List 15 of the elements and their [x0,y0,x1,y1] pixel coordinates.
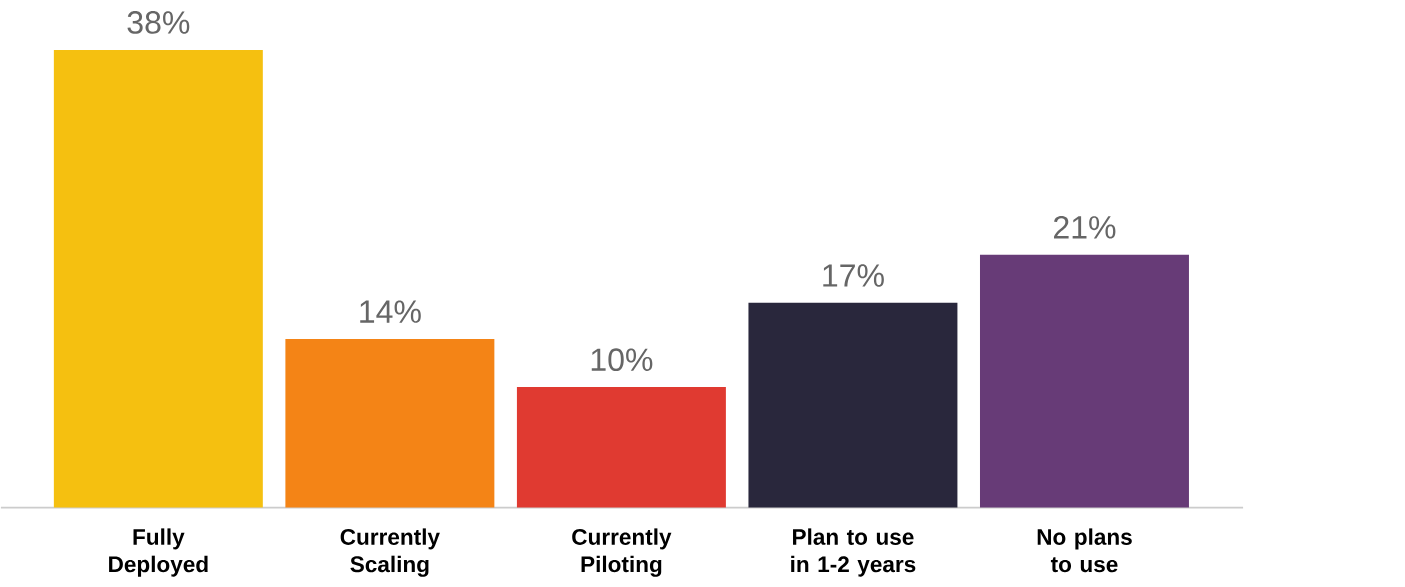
data-label: 21% [1054,216,1116,239]
bar [516,387,726,508]
x-tick-label: Currently Scaling [340,528,440,577]
bar [979,254,1189,508]
data-label: 38% [127,11,190,34]
x-tick-label: Currently Piloting [572,528,672,577]
bar [53,49,263,508]
x-tick-label: No plans to use [1037,528,1132,573]
bar [285,339,495,508]
data-label: 17% [823,264,884,287]
bar [748,302,958,508]
data-label: 10% [591,348,653,372]
x-tick-label: Fully Deployed [109,528,208,577]
data-label: 14% [360,300,421,323]
x-tick-label: Plan to use in 1-2 years [791,528,916,577]
